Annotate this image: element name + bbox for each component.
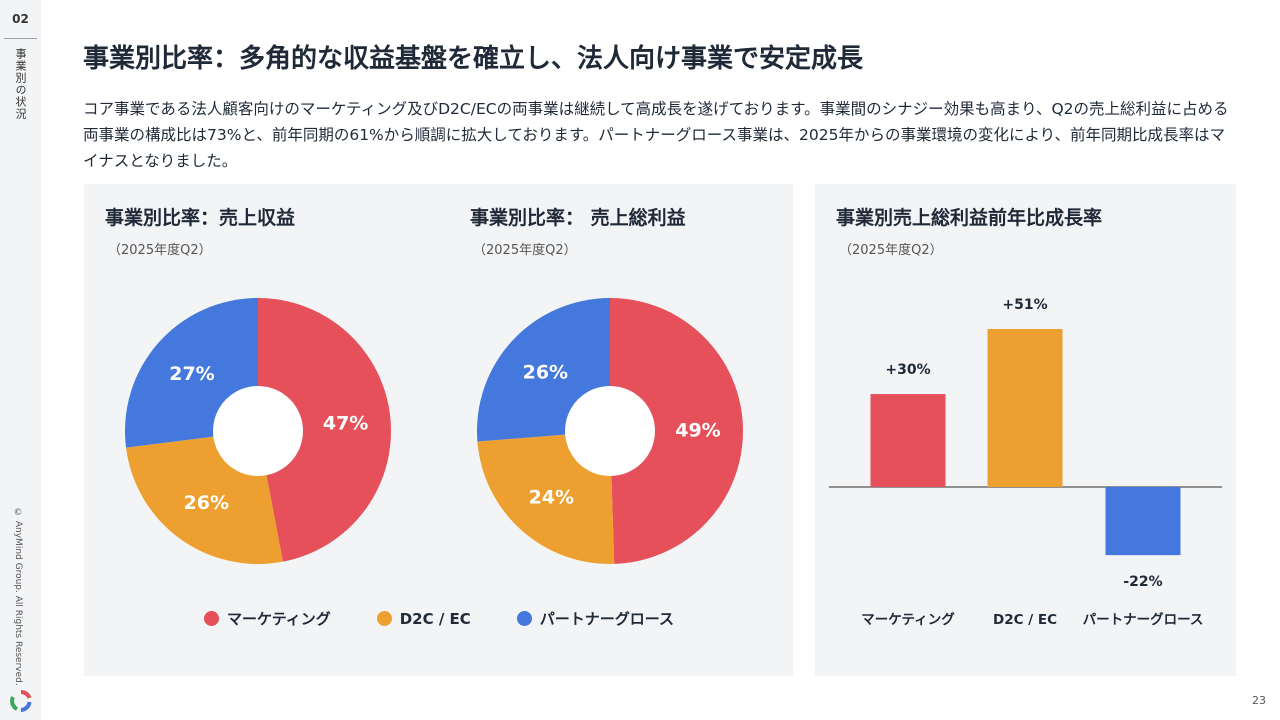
- growth-chart-title: 事業別売上総利益前年比成長率: [836, 207, 1103, 229]
- revenue-chart-subtitle: （2025年度Q2）: [108, 243, 212, 258]
- gross-profit-donut-label-partner: 26%: [523, 361, 568, 383]
- revenue-donut-label-marketing: 47%: [323, 413, 368, 435]
- growth-value-label-partner: -22%: [1123, 574, 1162, 590]
- growth-bar-chart: +30% マーケティング +51% D2C / EC -22% パートナーグロース: [829, 297, 1222, 628]
- growth-bar-partner: [1105, 487, 1181, 556]
- gross-profit-donut-center-hole: [565, 386, 655, 476]
- gross-profit-donut-label-marketing: 49%: [675, 420, 720, 442]
- legend-dot-d2c: [376, 611, 392, 626]
- growth-value-label-marketing: +30%: [885, 362, 930, 378]
- sidebar: 02 事業別の状況 © AnyMind Group. All Rights Re…: [0, 0, 41, 720]
- growth-category-label-d2c: D2C / EC: [993, 612, 1057, 628]
- section-label: 事業別の状況: [14, 48, 27, 120]
- legend-item-marketing: マーケティング: [204, 608, 331, 629]
- revenue-chart-title: 事業別比率：売上収益: [105, 207, 296, 229]
- legend-item-partner: パートナーグロース: [516, 608, 674, 629]
- composition-panel: 事業別比率：売上収益 （2025年度Q2） 事業別比率： 売上総利益 （2025…: [84, 184, 793, 676]
- growth-bar-d2c: [987, 329, 1063, 487]
- page-number: 23: [1252, 694, 1266, 707]
- growth-value-label-d2c: +51%: [1002, 297, 1047, 313]
- growth-category-label-marketing: マーケティング: [861, 611, 955, 628]
- gross-profit-donut-slice-marketing: [610, 298, 744, 564]
- legend-label-marketing: マーケティング: [227, 610, 331, 628]
- revenue-donut-slice-marketing: [258, 298, 391, 562]
- legend-dot-marketing: [204, 611, 219, 626]
- legend-item-d2c: D2C / EC: [376, 608, 471, 629]
- gross-profit-chart-subtitle: （2025年度Q2）: [473, 243, 577, 258]
- company-logo-icon: [10, 690, 32, 712]
- revenue-donut-chart: 47% 26% 27%: [125, 298, 391, 564]
- gross-profit-chart-title: 事業別比率： 売上総利益: [470, 207, 686, 229]
- revenue-donut-label-partner: 27%: [169, 363, 214, 385]
- growth-chart-subtitle: （2025年度Q2）: [839, 243, 943, 258]
- copyright-text: © AnyMind Group. All Rights Reserved.: [13, 508, 23, 686]
- growth-panel: 事業別売上総利益前年比成長率 （2025年度Q2） +30% マーケティング +51…: [815, 184, 1236, 676]
- gross-profit-donut-label-d2c: 24%: [529, 487, 574, 509]
- gross-profit-donut-chart: 49% 24% 26%: [477, 298, 744, 564]
- chart-legend: マーケティング D2C / EC パートナーグロース: [204, 608, 674, 629]
- revenue-donut-label-d2c: 26%: [184, 492, 229, 514]
- growth-category-label-partner: パートナーグロース: [1083, 611, 1204, 628]
- legend-label-partner: パートナーグロース: [539, 610, 674, 628]
- legend-label-d2c: D2C / EC: [399, 609, 471, 628]
- lead-paragraph: コア事業である法人顧客向けのマーケティング及びD2C/ECの両事業は継続して高成…: [83, 100, 1229, 170]
- section-number: 02: [12, 12, 29, 26]
- legend-dot-partner: [516, 611, 532, 626]
- sidebar-divider: [4, 38, 37, 39]
- page-title: 事業別比率：多角的な収益基盤を確立し、法人向け事業で安定成長: [83, 44, 864, 74]
- growth-bar-marketing: [870, 394, 946, 487]
- revenue-donut-center-hole: [213, 386, 303, 476]
